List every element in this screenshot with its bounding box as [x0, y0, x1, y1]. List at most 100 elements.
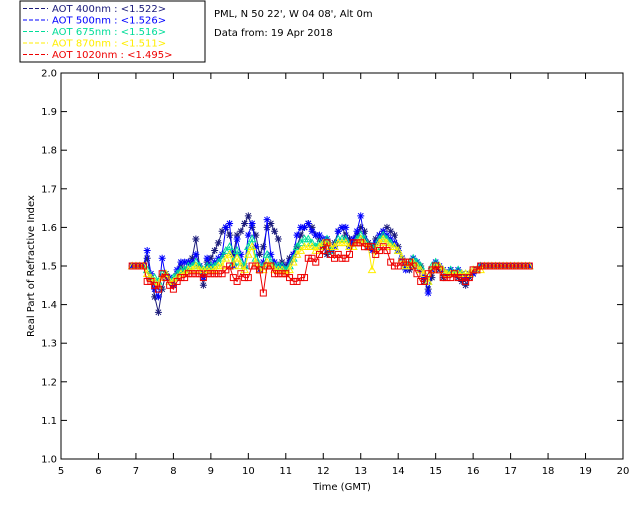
data-point	[214, 257, 223, 266]
data-point	[248, 223, 256, 231]
data-point	[349, 235, 357, 243]
data-point	[409, 262, 417, 270]
data-point	[292, 249, 302, 258]
y-tick-label: 1.2	[41, 377, 57, 388]
data-point	[323, 239, 331, 247]
data-point	[348, 242, 358, 250]
data-point	[263, 223, 271, 231]
data-point	[315, 242, 324, 250]
data-point	[158, 285, 166, 293]
data-point	[243, 249, 253, 258]
x-tick-label: 19	[579, 466, 592, 477]
legend-label: AOT 500nm : <1.526>	[52, 16, 166, 27]
series-1	[128, 212, 533, 301]
data-point	[383, 223, 391, 231]
data-point	[428, 266, 436, 274]
data-point	[357, 212, 365, 220]
data-point	[286, 274, 294, 282]
data-point	[196, 270, 204, 278]
data-point	[282, 270, 290, 278]
data-point	[311, 246, 321, 254]
data-point	[289, 277, 297, 285]
data-point	[158, 254, 166, 262]
data-point	[420, 274, 428, 282]
data-point	[394, 262, 402, 270]
data-point	[277, 265, 287, 274]
data-point	[240, 265, 249, 274]
data-point	[412, 261, 422, 270]
data-point	[263, 216, 271, 224]
data-point	[334, 227, 342, 235]
data-point	[345, 250, 353, 258]
y-tick-label: 1.9	[41, 107, 57, 118]
data-point	[390, 262, 398, 270]
x-tick-label: 10	[242, 466, 255, 477]
x-tick-label: 6	[95, 466, 101, 477]
data-point	[292, 242, 302, 250]
data-point	[367, 265, 377, 274]
data-point	[277, 261, 287, 270]
data-point	[405, 266, 413, 274]
data-point	[252, 262, 260, 270]
data-point	[128, 262, 136, 270]
data-point	[233, 231, 241, 239]
data-point	[192, 235, 200, 243]
data-point	[408, 253, 418, 262]
data-point	[301, 223, 309, 231]
chart-title-line-2: Data from: 19 Apr 2018	[214, 28, 333, 39]
data-point	[229, 250, 237, 258]
data-point	[446, 265, 456, 274]
data-point	[424, 270, 432, 278]
data-point	[271, 227, 279, 235]
data-point	[307, 238, 317, 247]
data-point	[274, 235, 282, 243]
data-point	[453, 265, 463, 274]
data-point	[214, 239, 222, 247]
data-point	[228, 261, 238, 270]
data-point	[356, 234, 366, 243]
legend-label: AOT 1020nm : <1.495>	[52, 50, 172, 61]
data-point	[217, 261, 227, 270]
data-point	[420, 277, 428, 285]
data-point	[258, 265, 268, 274]
y-tick-label: 1.1	[41, 416, 57, 427]
y-tick-label: 1.7	[41, 184, 57, 195]
data-point	[151, 285, 159, 293]
data-point	[364, 243, 372, 251]
data-point	[237, 227, 245, 235]
data-point	[432, 262, 440, 270]
data-point	[334, 250, 342, 258]
data-point	[462, 277, 470, 285]
data-point	[236, 261, 246, 270]
data-point	[378, 234, 388, 243]
data-point	[274, 270, 282, 278]
x-tick-label: 14	[392, 466, 405, 477]
data-point	[247, 234, 257, 243]
data-point	[207, 270, 215, 278]
data-point	[390, 231, 398, 239]
data-point	[316, 250, 324, 258]
data-point	[525, 262, 533, 270]
data-point	[525, 262, 533, 270]
data-point	[338, 254, 346, 262]
data-point	[247, 242, 257, 250]
data-point	[383, 247, 391, 255]
x-tick-label: 12	[317, 466, 330, 477]
legend: AOT 400nm : <1.522>AOT 500nm : <1.526>AO…	[19, 0, 206, 63]
data-point	[423, 276, 433, 285]
data-point	[480, 262, 488, 270]
data-point	[378, 230, 388, 239]
data-point	[375, 247, 383, 255]
data-point	[360, 243, 368, 251]
y-tick-label: 1.5	[41, 262, 57, 273]
data-point	[297, 223, 305, 231]
data-point	[177, 258, 185, 266]
data-point	[435, 266, 443, 274]
data-point	[368, 247, 376, 255]
data-point	[237, 250, 245, 258]
x-axis-label: Time (GMT)	[312, 482, 371, 493]
data-point	[169, 276, 178, 285]
data-point	[157, 273, 167, 281]
data-point	[207, 254, 215, 262]
